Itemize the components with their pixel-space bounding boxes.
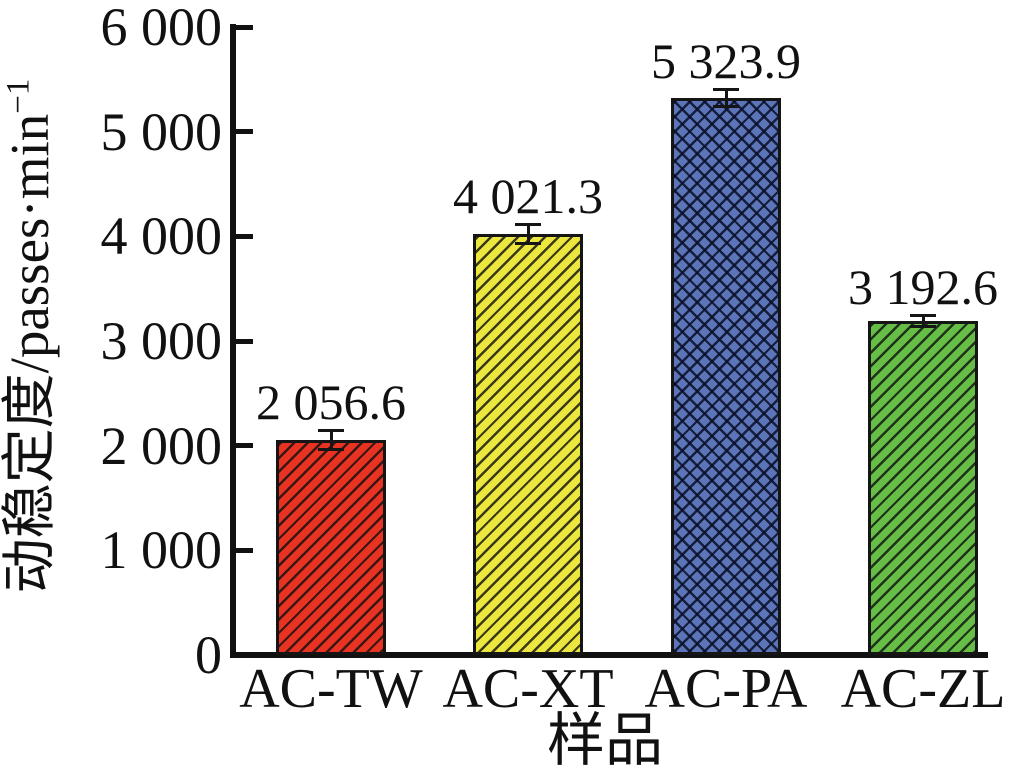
bar-ac-tw	[276, 439, 386, 655]
bar-ac-xt	[473, 234, 583, 655]
error-bar-cap-bot	[318, 447, 344, 451]
y-tick-label: 0	[195, 625, 222, 685]
x-tick-label-ac-pa: AC-PA	[644, 658, 808, 720]
error-bar-cap-top	[713, 87, 739, 91]
value-label-ac-xt: 4 021.3	[453, 168, 603, 225]
error-bar-cap-top	[515, 223, 541, 227]
y-axis-title: 动稳定度/passes·min−1	[0, 16, 63, 656]
y-tick-label: 3 000	[100, 311, 223, 371]
error-bar-ac-tw	[318, 428, 344, 451]
y-axis-line	[230, 24, 236, 658]
error-bar-cap-bot	[910, 324, 936, 328]
error-bar-cap-bot	[515, 242, 541, 246]
x-axis-line	[230, 652, 988, 658]
error-bar-cap-bot	[713, 104, 739, 108]
y-tick-label: 2 000	[100, 415, 223, 476]
bar-ac-pa	[671, 97, 781, 655]
y-tick-label: 4 000	[100, 206, 223, 267]
value-label-ac-pa: 5 323.9	[651, 32, 801, 89]
y-tick-label: 5 000	[100, 101, 223, 162]
value-label-ac-tw: 2 056.6	[256, 373, 406, 430]
y-tick	[236, 24, 253, 30]
y-tick	[236, 547, 253, 553]
y-tick	[236, 233, 253, 239]
value-label-ac-zl: 3 192.6	[848, 259, 998, 316]
x-axis-title: 样品	[546, 708, 663, 773]
y-axis-title-text: 动稳定度/passes·min	[0, 113, 60, 594]
y-tick-label: 6 000	[100, 0, 223, 57]
error-bar-ac-zl	[910, 314, 936, 328]
error-bar-stem	[526, 223, 530, 246]
error-bar-ac-xt	[515, 223, 541, 246]
error-bar-stem	[724, 87, 728, 108]
bar-ac-zl	[868, 320, 978, 655]
error-bar-stem	[921, 314, 925, 328]
x-tick-label-ac-xt: AC-XT	[442, 658, 614, 720]
error-bar-cap-top	[318, 428, 344, 432]
y-tick	[236, 443, 253, 449]
x-tick-label-ac-tw: AC-TW	[239, 658, 423, 720]
error-bar-cap-top	[910, 314, 936, 318]
error-bar-stem	[329, 428, 333, 451]
error-bar-ac-pa	[713, 87, 739, 108]
x-tick-label-ac-zl: AC-ZL	[840, 658, 1006, 720]
y-axis-title-exponent: −1	[0, 78, 37, 114]
y-tick	[236, 338, 253, 344]
y-tick-label: 1 000	[100, 520, 223, 581]
y-tick	[236, 129, 253, 135]
